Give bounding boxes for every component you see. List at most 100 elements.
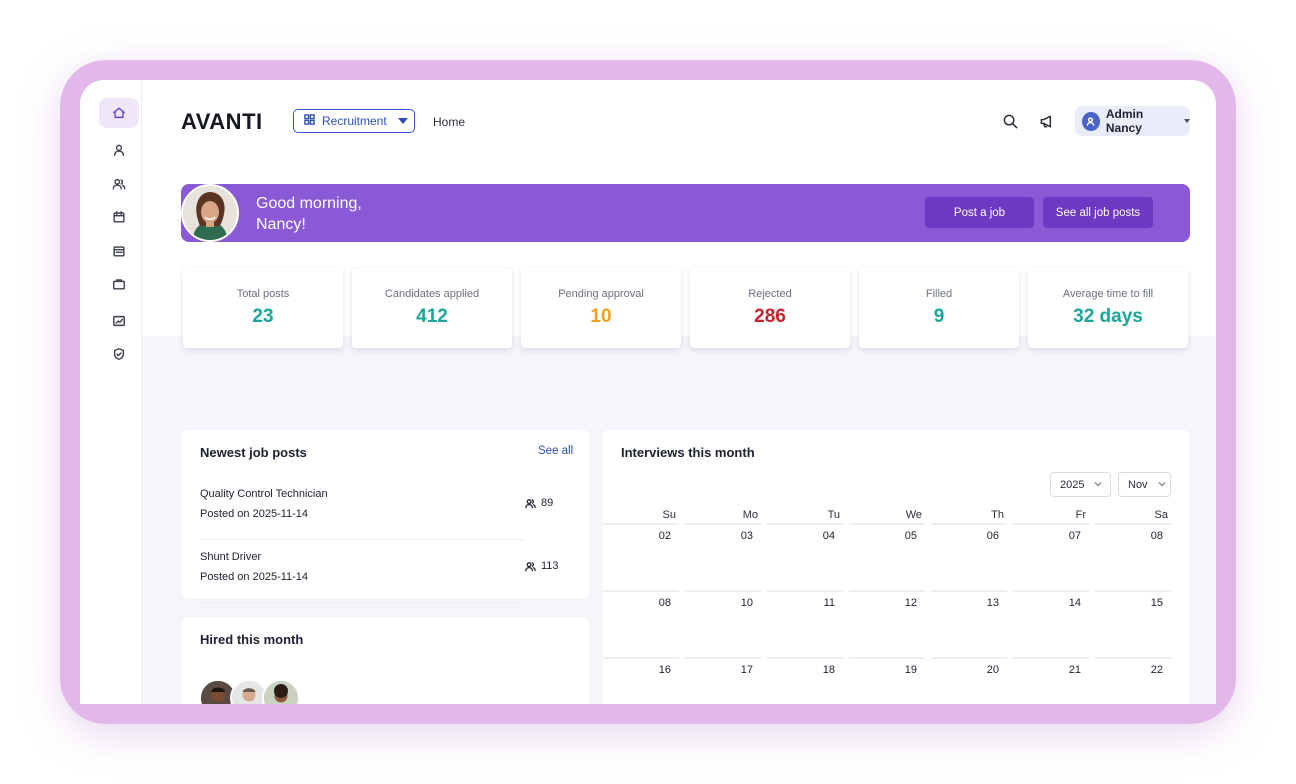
weekday-label: Tu — [827, 509, 840, 521]
calendar-day-cell[interactable]: 08 — [1095, 523, 1171, 589]
job-posted-date: Posted on 2025-11-14 — [200, 508, 309, 520]
sidebar-item-schedule[interactable] — [99, 236, 139, 266]
stat-card-total-posts[interactable]: Total posts 23 — [183, 268, 343, 348]
calendar-day-number: 05 — [904, 530, 917, 542]
calendar-day-number: 06 — [986, 530, 999, 542]
search-button[interactable] — [1000, 111, 1020, 131]
hired-this-month-panel: Hired this month — [182, 617, 589, 704]
chevron-down-icon — [1158, 479, 1166, 491]
announcements-button[interactable] — [1037, 111, 1057, 131]
calendar-day-cell[interactable]: 06 — [931, 523, 1007, 589]
module-dropdown[interactable]: Recruitment — [293, 109, 415, 133]
job-title: Shunt Driver — [200, 551, 262, 563]
newest-job-posts-panel: Newest job posts See all Quality Control… — [182, 430, 589, 603]
stat-label: Average time to fill — [1062, 288, 1154, 300]
calendar-day-number: 21 — [1068, 664, 1081, 676]
analytics-icon — [113, 315, 125, 327]
calendar-day-cell[interactable]: 03 — [685, 523, 761, 589]
applicant-count: 113 — [525, 560, 559, 572]
month-select[interactable]: Nov — [1118, 472, 1171, 497]
calendar-day-cell[interactable]: 12 — [849, 590, 925, 656]
calendar-day-cell[interactable]: 20 — [931, 657, 1007, 704]
stat-label: Rejected — [748, 288, 792, 300]
calendar-day-number: 12 — [904, 597, 917, 609]
calendar-day-cell[interactable]: 13 — [931, 590, 1007, 656]
stat-value: 412 — [416, 306, 448, 327]
calendar-day-cell[interactable]: 14 — [1013, 590, 1089, 656]
briefcase-icon — [113, 279, 125, 290]
job-list-item[interactable]: Shunt Driver Posted on 2025-11-14 113 — [200, 545, 559, 603]
panel-title: Hired this month — [200, 632, 304, 647]
calendar-day-cell[interactable]: 08 — [603, 590, 679, 656]
stat-card-filled[interactable]: Filled 9 — [859, 268, 1019, 348]
calendar-day-number: 10 — [740, 597, 753, 609]
job-list-item[interactable]: Quality Control Technician Posted on 202… — [200, 482, 553, 540]
stat-card-pending-approval[interactable]: Pending approval 10 — [521, 268, 681, 348]
sidebar-item-home[interactable] — [99, 98, 139, 128]
sidebar — [80, 80, 142, 704]
hired-avatar[interactable] — [262, 679, 300, 704]
app-window: AVANTI Recruitment Home Admin Nancy — [80, 80, 1216, 704]
greeting-text: Good morning, Nancy! — [256, 193, 362, 235]
weekday-label: Th — [991, 509, 1004, 521]
user-menu[interactable]: Admin Nancy — [1075, 106, 1190, 136]
candidates-icon — [525, 561, 536, 571]
sidebar-item-jobs[interactable] — [99, 269, 139, 299]
shield-icon — [113, 348, 125, 360]
job-posted-date: Posted on 2025-11-14 — [200, 571, 309, 583]
year-select-value: 2025 — [1060, 478, 1085, 491]
calendar-day-number: 03 — [740, 530, 753, 542]
calendar-day-number: 07 — [1068, 530, 1081, 542]
sidebar-item-reports[interactable] — [99, 306, 139, 336]
see-all-link[interactable]: See all — [538, 445, 574, 457]
calendar-day-number: 22 — [1150, 664, 1163, 676]
home-icon — [113, 107, 125, 119]
calendar-day-cell[interactable]: 07 — [1013, 523, 1089, 589]
stat-card-rejected[interactable]: Rejected 286 — [690, 268, 850, 348]
calendar-day-cell[interactable]: 21 — [1013, 657, 1089, 704]
calendar-day-cell[interactable]: 04 — [767, 523, 843, 589]
search-icon — [1003, 114, 1017, 128]
stat-label: Candidates applied — [384, 288, 480, 300]
sidebar-item-profile[interactable] — [99, 135, 139, 165]
grid-icon — [304, 114, 315, 128]
see-all-job-posts-button[interactable]: See all job posts — [1043, 197, 1153, 228]
stat-value: 32 days — [1073, 306, 1143, 327]
app-logo[interactable]: AVANTI — [181, 109, 263, 134]
stat-label: Pending approval — [558, 288, 644, 300]
calendar-day-number: 02 — [658, 530, 671, 542]
sidebar-item-calendar[interactable] — [99, 202, 139, 232]
weekday-label: We — [905, 509, 922, 521]
calendar-day-cell[interactable]: 22 — [1095, 657, 1171, 704]
stat-card-candidates-applied[interactable]: Candidates applied 412 — [352, 268, 512, 348]
stat-value: 23 — [252, 306, 274, 327]
calendar-day-cell[interactable]: 02 — [603, 523, 679, 589]
calendar-day-number: 13 — [986, 597, 999, 609]
stat-label: Total posts — [236, 288, 290, 300]
megaphone-icon — [1040, 115, 1051, 127]
calendar-day-cell[interactable]: 15 — [1095, 590, 1171, 656]
user-name: Admin Nancy — [1105, 107, 1144, 135]
candidates-icon — [112, 178, 126, 190]
stat-label: Filled — [925, 288, 953, 300]
nav-home-link[interactable]: Home — [433, 115, 466, 129]
calendar-day-cell[interactable]: 19 — [849, 657, 925, 704]
calendar-day-cell[interactable]: 16 — [603, 657, 679, 704]
calendar-day-number: 17 — [740, 664, 753, 676]
job-title: Quality Control Technician — [200, 488, 328, 500]
year-select[interactable]: 2025 — [1050, 472, 1111, 497]
applicant-count-value: 113 — [541, 560, 559, 572]
calendar-day-number: 20 — [986, 664, 999, 676]
calendar-day-cell[interactable]: 17 — [685, 657, 761, 704]
calendar-day-cell[interactable]: 11 — [767, 590, 843, 656]
caret-down-icon — [397, 118, 408, 124]
calendar-day-cell[interactable]: 18 — [767, 657, 843, 704]
calendar-day-cell[interactable]: 05 — [849, 523, 925, 589]
calendar-day-number: 15 — [1150, 597, 1163, 609]
post-job-button[interactable]: Post a job — [925, 197, 1034, 228]
calendar-day-cell[interactable]: 10 — [685, 590, 761, 656]
stat-card-average-time-to-fill[interactable]: Average time to fill 32 days — [1028, 268, 1188, 348]
sidebar-item-candidates[interactable] — [99, 169, 139, 199]
sidebar-item-security[interactable] — [99, 339, 139, 369]
calendar-day-number: 18 — [822, 664, 835, 676]
